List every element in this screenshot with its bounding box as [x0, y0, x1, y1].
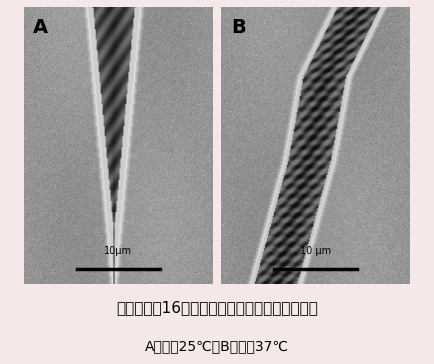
- Text: A：温到25℃，B：温到37℃: A：温到25℃，B：温到37℃: [145, 339, 289, 353]
- Text: A: A: [33, 18, 49, 37]
- Text: 10 μm: 10 μm: [300, 246, 331, 256]
- Text: 図１：培餈16時間における感染幼虫の形態変化: 図１：培餈16時間における感染幼虫の形態変化: [116, 300, 318, 316]
- Text: 10μm: 10μm: [104, 246, 132, 256]
- Text: B: B: [231, 18, 246, 37]
